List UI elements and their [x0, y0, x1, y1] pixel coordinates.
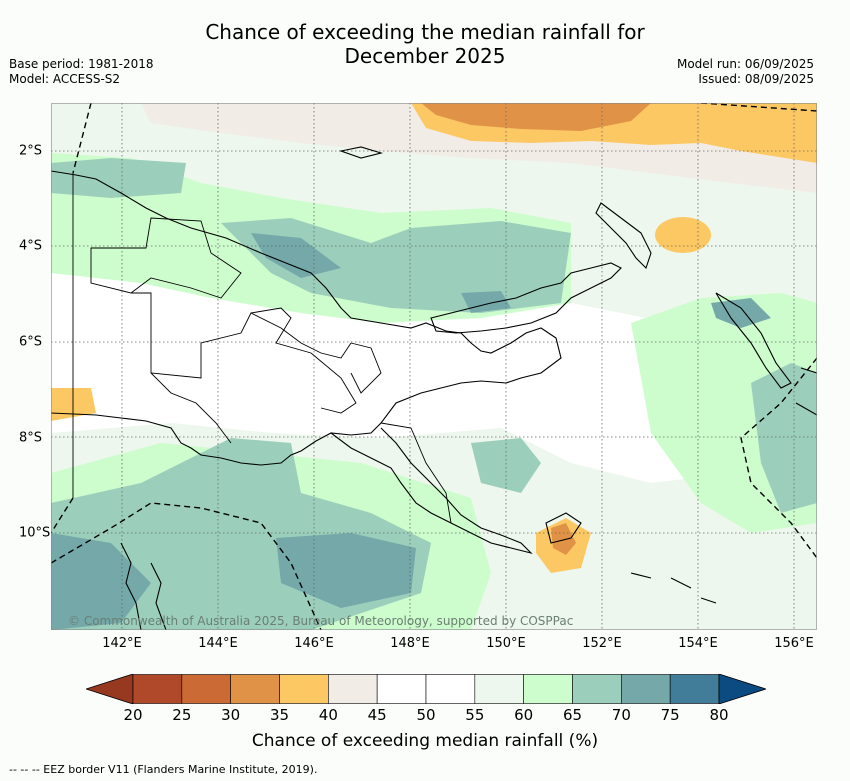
colorbar-tick-label: 55	[465, 706, 485, 724]
x-tick-label: 154°E	[678, 636, 718, 651]
colorbar-cell	[230, 674, 280, 704]
copyright-text: © Commonwealth of Australia 2025, Bureau…	[68, 614, 574, 628]
eez-border	[51, 103, 817, 630]
zone-70-solomons	[711, 298, 771, 328]
province-borders	[72, 173, 452, 524]
coast-torres	[120, 542, 142, 630]
colorbar-cell	[181, 674, 231, 704]
colorbar	[86, 674, 766, 704]
title-line-2: December 2025	[344, 44, 506, 68]
colorbar-cell	[279, 674, 329, 704]
coast-louisiade	[630, 572, 717, 604]
zone-65-northwest	[51, 158, 186, 198]
rainfall-map	[51, 103, 817, 630]
colorbar-cell	[523, 674, 573, 704]
colorbar-label: Chance of exceeding median rainfall (%)	[251, 731, 599, 751]
colorbar-tick-label: 80	[709, 706, 729, 724]
colorbar-over-arrow	[718, 674, 766, 704]
zone-30-southeast	[551, 523, 576, 555]
y-tick-label: 6°S	[19, 334, 43, 350]
colorbar-tick-label: 75	[660, 706, 680, 724]
colorbar-cell	[376, 674, 427, 704]
colorbar-cell	[132, 674, 183, 704]
coast-new-guinea	[51, 170, 562, 466]
zone-65-east	[751, 363, 817, 513]
colorbar-cell	[669, 674, 720, 704]
colorbar-tick-label: 45	[367, 706, 387, 724]
meta-right: Model run: 06/09/2025 Issued: 08/09/2025	[677, 57, 814, 87]
coast-dentrecasteaux	[545, 512, 582, 544]
model-run: Model run: 06/09/2025	[676, 57, 814, 71]
base-period: Base period: 1981-2018	[9, 57, 154, 71]
colorbar-tick-label: 50	[416, 706, 436, 724]
colorbar-tick-label: 60	[514, 706, 534, 724]
x-tick-label: 148°E	[390, 636, 430, 651]
x-tick-label: 152°E	[582, 636, 622, 651]
colorbar-tick-label: 65	[562, 706, 583, 724]
x-tick-label: 150°E	[486, 636, 526, 651]
x-tick-label: 142°E	[102, 636, 142, 651]
coast-bougainville	[715, 292, 792, 389]
coast-cape-york	[150, 562, 167, 630]
coast-new-britain	[430, 262, 622, 334]
zone-65-milne	[471, 438, 541, 493]
colorbar-tick-label: 25	[172, 706, 192, 724]
map-border	[51, 103, 817, 630]
zone-65-central	[221, 218, 571, 313]
colorbar-cell	[474, 674, 524, 704]
coast-tail	[330, 427, 533, 555]
colorbar-tick-label: 40	[318, 706, 338, 724]
zone-35-west	[51, 388, 96, 421]
colorbar-tick-label: 35	[269, 706, 290, 724]
colorbar-cell	[572, 674, 622, 704]
x-tick-label: 146°E	[294, 636, 334, 651]
zone-30-north	[421, 103, 651, 131]
colorbar-cell	[425, 674, 476, 704]
y-tick-label: 10°S	[19, 525, 51, 541]
model-name: Model: ACCESS-S2	[9, 72, 121, 86]
map-title: Chance of exceeding the median rainfall …	[0, 20, 850, 68]
issued-date: Issued: 08/09/2025	[698, 72, 814, 86]
eez-footnote: -- -- -- EEZ border V11 (Flanders Marine…	[9, 763, 318, 776]
y-tick-label: 8°S	[19, 430, 43, 446]
coast-manus	[338, 146, 384, 159]
zone-70-south	[51, 533, 151, 630]
zone-35-newireland	[655, 217, 711, 253]
y-tick-label: 4°S	[19, 238, 43, 254]
coast-new-ireland	[595, 202, 652, 270]
meta-left: Base period: 1981-2018 Model: ACCESS-S2	[9, 57, 154, 87]
zone-70-central	[251, 233, 341, 278]
colorbar-under-arrow	[86, 674, 134, 704]
coast-solomon	[795, 367, 817, 416]
x-tick-label: 144°E	[198, 636, 238, 651]
colorbar-tick-label: 70	[611, 706, 631, 724]
colorbar-cell	[328, 674, 378, 704]
title-line-1: Chance of exceeding the median rainfall …	[205, 20, 645, 44]
y-tick-label: 2°S	[19, 143, 43, 159]
colorbar-tick-label: 20	[123, 706, 143, 724]
zone-75-south	[276, 533, 416, 608]
colorbar-tick-label: 30	[221, 706, 241, 724]
x-tick-label: 156°E	[774, 636, 814, 651]
colorbar-cell	[621, 674, 671, 704]
coastlines	[51, 146, 817, 630]
